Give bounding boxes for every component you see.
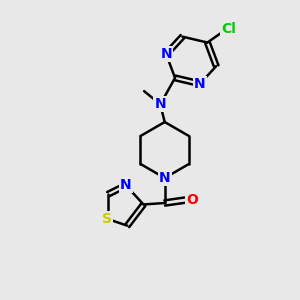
Text: N: N [154, 98, 166, 111]
Text: Cl: Cl [221, 22, 236, 36]
Text: S: S [102, 212, 112, 226]
Text: N: N [194, 77, 206, 91]
Text: N: N [160, 47, 172, 61]
Text: N: N [120, 178, 132, 192]
Text: N: N [159, 171, 170, 185]
Text: O: O [186, 193, 198, 207]
